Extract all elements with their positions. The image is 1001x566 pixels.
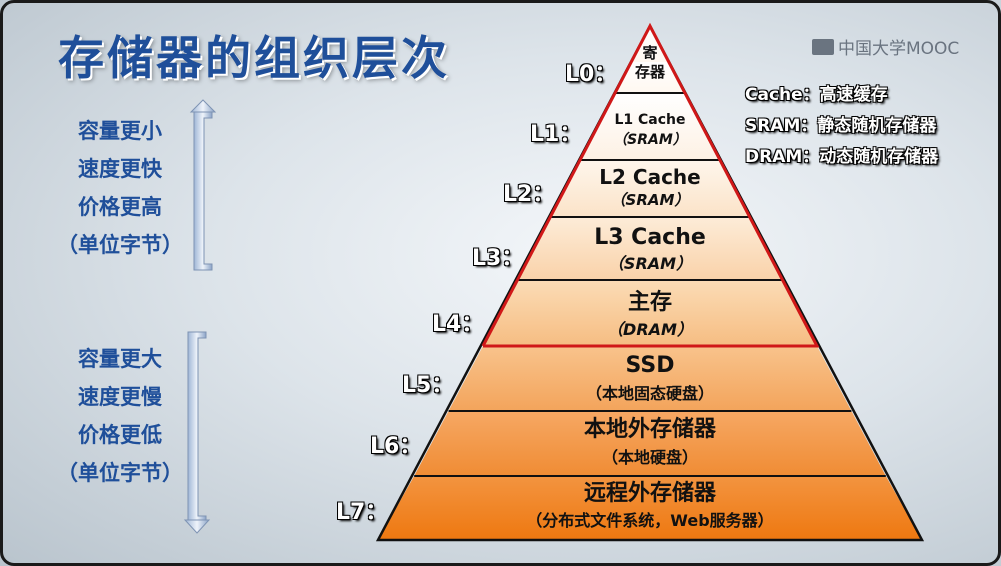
level-l2-text: L2 Cache （SRAM）: [560, 166, 740, 212]
bottom-properties: 容量更大 速度更慢 价格更低 （单位字节）: [40, 340, 200, 492]
down-arrow-icon: [183, 331, 211, 534]
level-l2-line1: L2 Cache: [599, 165, 701, 189]
level-l4-line2: （DRAM）: [607, 320, 693, 339]
bottom-prop-1: 容量更大: [78, 347, 162, 371]
level-band-l3: [518, 217, 782, 280]
level-band-l4: [483, 280, 817, 346]
level-band-l1: [580, 93, 720, 160]
level-l7-line1: 远程外存储器: [583, 481, 716, 506]
level-l2-line2: （SRAM）: [610, 191, 690, 209]
level-l0-line1: 寄: [642, 44, 658, 62]
level-l5-line1: SSD: [625, 353, 675, 378]
level-l1-line1: L1 Cache: [614, 112, 686, 128]
level-label-l1: L1：: [530, 122, 582, 147]
level-l1-line2: （SRAM）: [613, 132, 687, 148]
level-band-l0b: [615, 62, 685, 93]
level-l3-line1: L3 Cache: [594, 225, 706, 250]
level-l7-line2: （分布式文件系统，Web服务器）: [526, 511, 774, 530]
level-l3-text: L3 Cache （SRAM）: [540, 225, 760, 277]
level-band-l6: [414, 411, 886, 476]
top-properties: 容量更小 速度更快 价格更高 （单位字节）: [40, 112, 200, 264]
level-l4-text: 主存 （DRAM）: [520, 289, 780, 343]
level-l1-text: L1 Cache （SRAM）: [580, 110, 720, 150]
bottom-prop-2: 速度更慢: [78, 385, 162, 409]
level-l0-text: 寄 存器: [600, 44, 700, 82]
level-label-l7: L7：: [336, 500, 388, 525]
level-l6-line1: 本地外存储器: [583, 417, 716, 442]
level-l3-line2: （SRAM）: [607, 254, 693, 273]
level-band-l2: [550, 160, 750, 217]
legend-cache: Cache：高速缓存: [745, 85, 888, 105]
page-title: 存储器的组织层次: [58, 31, 450, 85]
level-label-l5: L5：: [402, 373, 454, 398]
logo-text: 中国大学MOOC: [838, 39, 960, 59]
up-arrow-icon: [189, 99, 217, 271]
top-prop-4: （单位字节）: [57, 233, 183, 257]
level-band-l5: [448, 346, 852, 411]
bottom-prop-4: （单位字节）: [57, 461, 183, 485]
top-prop-1: 容量更小: [78, 119, 162, 143]
level-band-l7: [378, 476, 922, 540]
top-prop-3: 价格更高: [78, 195, 162, 219]
level-l5-line2: （本地固态硬盘）: [585, 384, 714, 403]
level-l7-text: 远程外存储器 （分布式文件系统，Web服务器）: [420, 480, 880, 534]
top-prop-2: 速度更快: [78, 157, 162, 181]
bottom-prop-3: 价格更低: [78, 423, 162, 447]
level-label-l3: L3：: [472, 246, 524, 271]
legend: Cache：高速缓存 SRAM：静态随机存储器 DRAM：动态随机存储器: [745, 80, 938, 173]
level-l0-line2: 存器: [634, 63, 665, 81]
level-band-l0: [630, 26, 670, 62]
level-label-l4: L4：: [432, 312, 484, 337]
legend-sram: SRAM：静态随机存储器: [745, 116, 937, 136]
book-icon: [812, 38, 834, 55]
level-label-l2: L2：: [503, 182, 555, 207]
level-l4-line1: 主存: [627, 290, 672, 315]
level-label-l6: L6：: [370, 434, 422, 459]
level-l6-line2: （本地硬盘）: [601, 448, 698, 467]
level-l5-text: SSD （本地固态硬盘）: [490, 352, 810, 408]
legend-dram: DRAM：动态随机存储器: [745, 147, 939, 167]
mooc-logo: 中国大学MOOC: [812, 34, 959, 59]
level-l6-text: 本地外存储器 （本地硬盘）: [460, 416, 840, 472]
level-label-l0: L0：: [565, 62, 617, 87]
